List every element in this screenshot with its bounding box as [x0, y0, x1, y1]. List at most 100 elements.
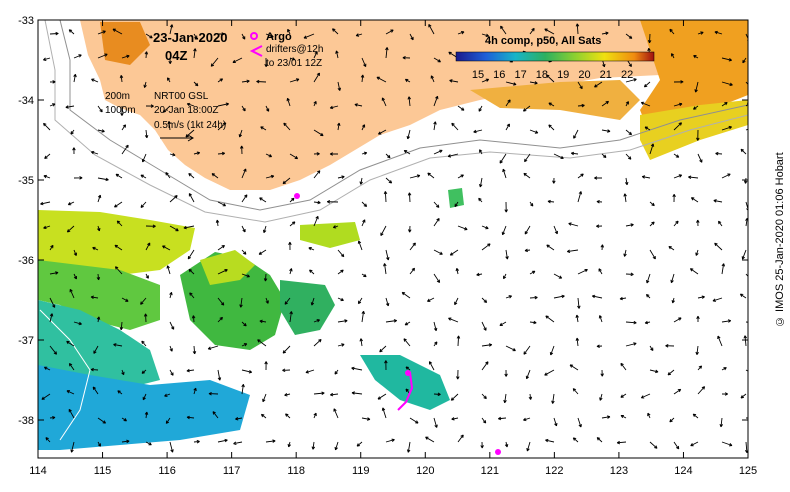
current-vector — [289, 153, 299, 160]
current-vector — [193, 387, 197, 395]
current-vector — [73, 54, 82, 59]
current-vector — [449, 249, 459, 256]
current-vector — [548, 124, 555, 131]
contour-200-label: 200m — [105, 91, 130, 102]
current-vector — [43, 366, 51, 371]
current-vector — [97, 225, 101, 232]
current-vector — [428, 361, 435, 371]
current-vector — [547, 199, 555, 204]
current-vector — [625, 78, 637, 83]
current-vector — [49, 297, 56, 308]
current-vector — [305, 369, 315, 374]
sst-patch-eddy-yellow — [200, 250, 255, 285]
current-vector — [360, 74, 365, 83]
current-vector — [481, 225, 489, 230]
current-vector — [497, 416, 507, 421]
current-vector — [97, 194, 102, 203]
current-vector — [504, 369, 508, 377]
current-vector — [166, 265, 171, 275]
current-vector — [217, 244, 225, 251]
current-vector — [66, 390, 75, 395]
current-vector — [289, 57, 296, 61]
current-vector — [451, 122, 459, 131]
current-vector — [357, 297, 363, 305]
current-vector — [210, 57, 219, 67]
current-vector — [121, 144, 129, 155]
current-vector — [457, 105, 465, 111]
current-vector — [233, 441, 243, 445]
current-vector — [649, 221, 655, 227]
current-vector — [743, 335, 748, 347]
current-vector — [313, 412, 317, 419]
current-vector — [505, 345, 516, 352]
current-vector — [644, 126, 651, 131]
current-vector — [193, 81, 199, 87]
current-vector — [451, 417, 459, 421]
current-vector — [745, 201, 748, 211]
current-vector — [70, 129, 75, 135]
current-vector — [337, 319, 348, 323]
current-vector — [49, 31, 59, 36]
current-vector — [65, 105, 75, 109]
current-vector — [577, 297, 581, 309]
current-vector — [690, 441, 699, 447]
current-vector — [721, 173, 731, 179]
current-vector — [696, 315, 700, 323]
current-vector — [407, 192, 412, 203]
sst-patch-west-yellow — [38, 210, 195, 275]
current-vector — [289, 78, 300, 83]
current-vector — [433, 201, 440, 208]
current-vector — [553, 417, 558, 427]
current-vector — [721, 101, 728, 107]
current-vector — [192, 345, 197, 355]
current-vector — [479, 177, 483, 188]
current-vector — [673, 122, 683, 131]
current-vector — [717, 220, 723, 227]
current-vector — [577, 268, 588, 275]
current-vector — [97, 30, 106, 35]
current-vector — [217, 32, 225, 36]
current-vector — [623, 193, 627, 203]
current-vector — [456, 335, 461, 347]
current-vector — [332, 225, 339, 229]
current-vector — [693, 105, 699, 110]
product-date: 20-Jan 18:00Z — [154, 105, 219, 116]
current-vector — [238, 129, 243, 138]
current-vector — [239, 145, 244, 155]
current-vector — [73, 321, 82, 326]
current-vector — [481, 33, 489, 38]
current-vector — [263, 273, 268, 282]
isobath-1000m — [44, 20, 748, 223]
current-vector — [523, 172, 531, 179]
current-vector — [186, 102, 195, 107]
current-vector — [145, 441, 152, 446]
current-vector — [169, 153, 176, 157]
current-vector — [668, 245, 675, 251]
current-vector — [473, 129, 483, 134]
current-vector — [529, 201, 534, 207]
lat-tick-label: -34 — [18, 95, 34, 107]
current-vector — [433, 249, 443, 255]
current-vector — [620, 414, 627, 419]
current-vector — [193, 439, 200, 444]
product-label: NRT00 GSL — [154, 91, 209, 102]
colorbar-title: 4h comp, p50, All Sats — [485, 35, 601, 47]
current-vector — [169, 369, 174, 376]
current-vector — [743, 177, 748, 184]
current-vector — [68, 29, 75, 35]
current-vector — [289, 221, 296, 227]
current-vector — [697, 365, 703, 371]
lon-tick-label: 122 — [545, 465, 563, 477]
current-vector — [313, 319, 320, 323]
current-vector — [90, 367, 99, 372]
current-vector — [695, 345, 699, 355]
current-vector — [673, 153, 680, 158]
current-vector — [673, 388, 682, 395]
current-vector — [265, 174, 275, 179]
current-vector — [428, 24, 435, 35]
current-vector — [376, 76, 387, 83]
colorbar — [455, 51, 655, 62]
map-date: 23-Jan-2020 — [153, 30, 227, 45]
current-vector — [546, 244, 555, 251]
lon-tick-label: 120 — [416, 465, 434, 477]
